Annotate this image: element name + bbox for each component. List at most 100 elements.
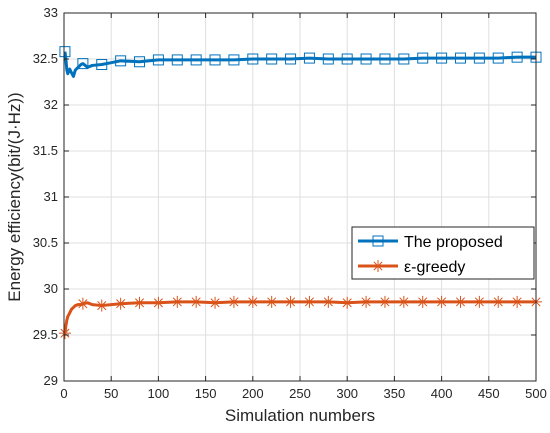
data-point-0: [171, 54, 183, 66]
y-tick-label: 33: [44, 5, 58, 20]
x-tick-label: 100: [148, 386, 170, 401]
data-point-1-stroke: [342, 298, 352, 308]
x-tick-label: 50: [104, 386, 118, 401]
y-tick-label: 30: [44, 281, 58, 296]
data-point-0: [417, 52, 429, 64]
data-point-1: [284, 295, 297, 308]
data-point-1-stroke: [323, 297, 333, 307]
x-tick-label: 500: [525, 386, 547, 401]
legend-marker-1-stroke: [373, 261, 383, 271]
data-point-1: [322, 295, 335, 308]
legend-label-1: ε-greedy: [404, 259, 465, 276]
x-tick-label: 400: [431, 386, 453, 401]
data-point-1-stroke: [78, 299, 88, 309]
y-tick-label: 32: [44, 97, 58, 112]
data-point-1: [227, 295, 240, 308]
data-point-1-stroke: [399, 297, 409, 307]
data-point-1: [114, 297, 127, 310]
data-point-0: [152, 54, 164, 66]
data-point-1: [473, 295, 486, 308]
data-point-1-stroke: [248, 297, 258, 307]
data-point-0: [59, 46, 71, 58]
series-markers-0: [59, 46, 542, 71]
data-point-1-stroke: [304, 297, 314, 307]
x-tick-label: 200: [242, 386, 264, 401]
data-point-1-stroke: [512, 297, 522, 307]
data-point-0: [360, 53, 372, 65]
data-point-1: [76, 297, 89, 310]
data-point-1: [58, 327, 71, 340]
data-point-1: [378, 295, 391, 308]
data-point-1-stroke: [191, 297, 201, 307]
data-point-0: [303, 52, 315, 64]
data-point-0: [190, 54, 202, 66]
data-point-1: [511, 295, 524, 308]
data-point-1-stroke: [153, 298, 163, 308]
data-point-0: [379, 53, 391, 65]
series-layer: [58, 46, 542, 340]
y-axis-label: Energy efficiency(bit/(J·Hz)): [5, 92, 24, 301]
data-point-0: [454, 52, 466, 64]
y-tick-label: 29.5: [33, 327, 58, 342]
data-point-1: [341, 296, 354, 309]
y-tick-label: 31.5: [33, 143, 58, 158]
y-tick-label: 32.5: [33, 51, 58, 66]
data-point-0: [492, 52, 504, 64]
data-point-0: [511, 51, 523, 63]
data-point-1-stroke: [97, 301, 107, 311]
data-point-1: [435, 295, 448, 308]
data-point-0: [341, 53, 353, 65]
data-point-0: [228, 54, 240, 66]
data-point-1-stroke: [60, 328, 70, 338]
data-point-1: [303, 295, 316, 308]
data-point-1: [265, 295, 278, 308]
x-tick-label: 150: [195, 386, 217, 401]
data-point-1-stroke: [172, 297, 182, 307]
data-point-1-stroke: [210, 298, 220, 308]
y-tick-label: 29: [44, 373, 58, 388]
legend-marker-1: [372, 260, 384, 272]
data-point-1: [152, 296, 165, 309]
data-point-1-stroke: [418, 297, 428, 307]
tick-labels: 0 50 100 150 200 250 300 350 400 450 500 29 29.5 30 30…: [33, 5, 547, 401]
data-point-1-stroke: [134, 298, 145, 308]
legend-marker-0: [372, 235, 384, 247]
x-tick-label: 350: [384, 386, 406, 401]
data-point-0: [398, 53, 410, 65]
data-point-1-stroke: [474, 297, 484, 307]
data-point-0: [96, 59, 108, 71]
data-point-0: [322, 53, 334, 65]
data-point-1-stroke: [286, 297, 296, 307]
data-point-0: [473, 52, 485, 64]
data-point-1-stroke: [361, 297, 371, 307]
series-line-0: [63, 51, 536, 78]
data-point-1-stroke: [116, 299, 126, 309]
data-point-1: [95, 299, 108, 312]
data-point-1: [133, 296, 146, 309]
data-point-0: [285, 53, 297, 65]
legend: The proposed ε-greedy: [351, 226, 535, 280]
data-point-0: [436, 52, 448, 64]
data-point-0: [134, 56, 146, 68]
legend-label-0: The proposed: [404, 234, 503, 251]
data-point-1: [416, 295, 429, 308]
data-point-1: [492, 295, 505, 308]
data-point-1: [360, 295, 373, 308]
data-point-1-stroke: [455, 297, 466, 307]
ticks: [63, 12, 537, 382]
legend-entries: The proposed ε-greedy: [358, 234, 503, 276]
data-point-1-stroke: [493, 297, 503, 307]
x-tick-label: 0: [60, 386, 67, 401]
data-point-1-stroke: [380, 297, 390, 307]
data-point-1-stroke: [437, 297, 447, 307]
data-point-0: [77, 58, 89, 70]
data-point-1: [190, 295, 203, 308]
data-point-1: [454, 295, 467, 308]
data-point-1: [209, 296, 222, 309]
data-point-0: [115, 55, 127, 67]
x-axis-label: Simulation numbers: [225, 406, 375, 425]
data-point-0: [266, 53, 278, 65]
x-tick-label: 250: [289, 386, 311, 401]
y-tick-label: 30.5: [33, 235, 58, 250]
